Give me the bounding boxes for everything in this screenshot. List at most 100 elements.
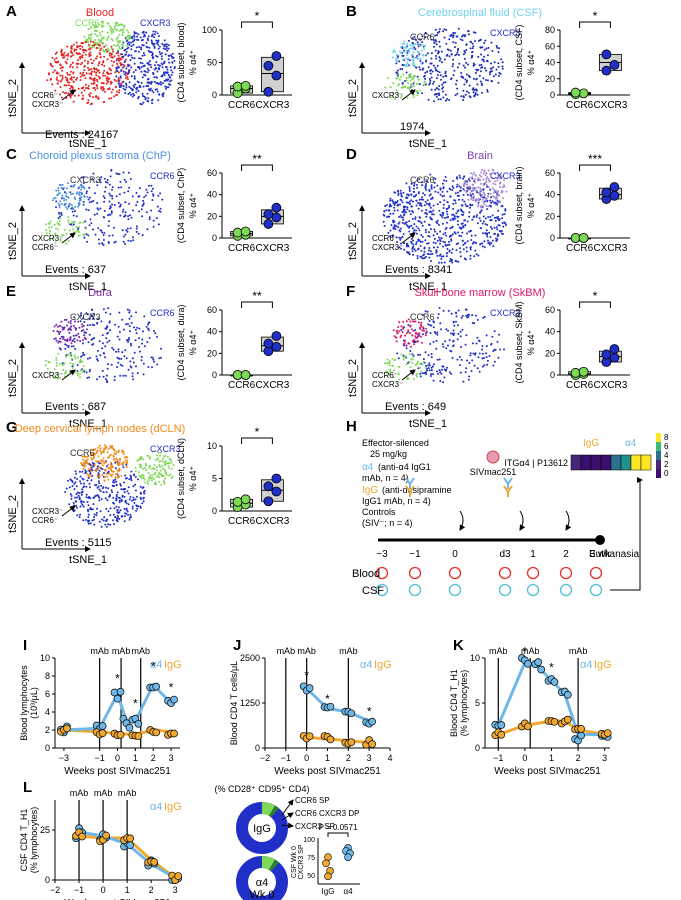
tsne-point (448, 249, 451, 252)
tsne-point (96, 34, 99, 37)
tsne-point (153, 33, 156, 36)
tsne-point (106, 47, 109, 50)
tsne-point (140, 46, 143, 49)
tsne-point (403, 213, 406, 216)
tsne-point (402, 210, 405, 213)
tsne-point (95, 43, 98, 46)
tsne-point (420, 249, 423, 252)
tsne-point (168, 458, 171, 461)
tsne-point (443, 58, 446, 61)
data-point (102, 831, 110, 840)
tsne-point (164, 79, 167, 82)
tsne-point (388, 364, 391, 367)
donut-legend-arrow (281, 822, 294, 829)
tsne-point (413, 378, 416, 380)
data-point (98, 722, 107, 730)
tsne-point (432, 80, 435, 83)
tsne-point (107, 35, 110, 38)
tsne-point (76, 491, 79, 494)
tsne-point (399, 336, 402, 339)
cluster-label: CXCR3 (70, 175, 101, 185)
tsne-point (455, 311, 457, 314)
tsne-point (97, 472, 100, 475)
tsne-point (48, 226, 51, 229)
tsne-point (436, 219, 439, 222)
data-point (271, 202, 282, 213)
tsne-point (70, 46, 73, 48)
tsne-point (492, 182, 495, 185)
tsne-point (97, 64, 100, 67)
tsne-point (131, 37, 134, 40)
tsne-point (54, 196, 57, 199)
tick-label: −3 (59, 753, 69, 763)
tsne-point (118, 45, 121, 48)
tsne-point (61, 234, 64, 236)
tsne-point (418, 334, 421, 337)
tsne-point (421, 92, 424, 95)
tsne-point (462, 243, 465, 246)
data-point (263, 209, 274, 220)
antibody-icon (405, 485, 415, 497)
tsne-point (98, 466, 101, 469)
tsne-point (61, 328, 64, 331)
tsne-point (477, 254, 480, 257)
y-label: % α4⁺ (188, 50, 198, 76)
tsne-point (86, 473, 89, 475)
tsne-point (130, 93, 132, 96)
tsne-point (410, 242, 413, 245)
data-point (240, 370, 251, 380)
tsne-point (491, 227, 493, 230)
tsne-point (413, 190, 416, 193)
tsne-point (142, 474, 145, 477)
tsne-point (395, 330, 398, 333)
tsne-point (471, 359, 474, 362)
tsne-point (95, 514, 98, 517)
tsne-point (112, 479, 115, 482)
tsne-point (66, 338, 69, 341)
tsne-point (471, 176, 474, 179)
tsne-point (117, 201, 120, 204)
tsne-point (440, 258, 443, 260)
tsne-point (440, 372, 443, 375)
tsne-point (133, 75, 136, 78)
tsne-point (442, 81, 445, 84)
cluster-label: CXCR3 (490, 308, 521, 318)
tsne-point (492, 245, 495, 248)
tsne-point (101, 347, 104, 350)
tsne-point (452, 32, 455, 34)
tsne-point (422, 192, 425, 195)
tsne-point (116, 36, 119, 39)
tsne-point (480, 53, 482, 56)
tsne-point (481, 84, 483, 87)
tsne-point (96, 212, 99, 215)
data-point (174, 872, 183, 880)
legend-a4: α4 (362, 462, 374, 473)
tsne-point (103, 65, 106, 67)
tsne-point (76, 496, 79, 499)
tsne-point (59, 67, 62, 70)
tsne-point (465, 367, 468, 370)
tsne-point (121, 210, 124, 213)
tsne-point (417, 78, 420, 81)
tsne-point (412, 243, 415, 246)
tsne-point (125, 86, 128, 89)
tsne-point (490, 41, 493, 44)
tsne-point (488, 231, 491, 234)
tsne-point (121, 318, 124, 321)
tissue-title: Choroid plexus stroma (ChP) (29, 150, 171, 162)
tissue-title: Blood (86, 7, 114, 19)
tsne-point (119, 459, 121, 462)
tsne-point (88, 482, 91, 485)
tsne-point (428, 369, 431, 372)
tsne-point (427, 367, 430, 370)
scale-tick: 2 (664, 460, 669, 469)
tsne-point (493, 226, 496, 229)
tsne-point (446, 248, 449, 250)
tsne-point (123, 191, 126, 194)
tsne-point (400, 75, 403, 78)
tsne-point (504, 208, 507, 211)
tsne-point (430, 185, 433, 188)
tsne-point (170, 69, 173, 72)
tsne-point (469, 230, 472, 233)
tsne-point (402, 86, 405, 89)
